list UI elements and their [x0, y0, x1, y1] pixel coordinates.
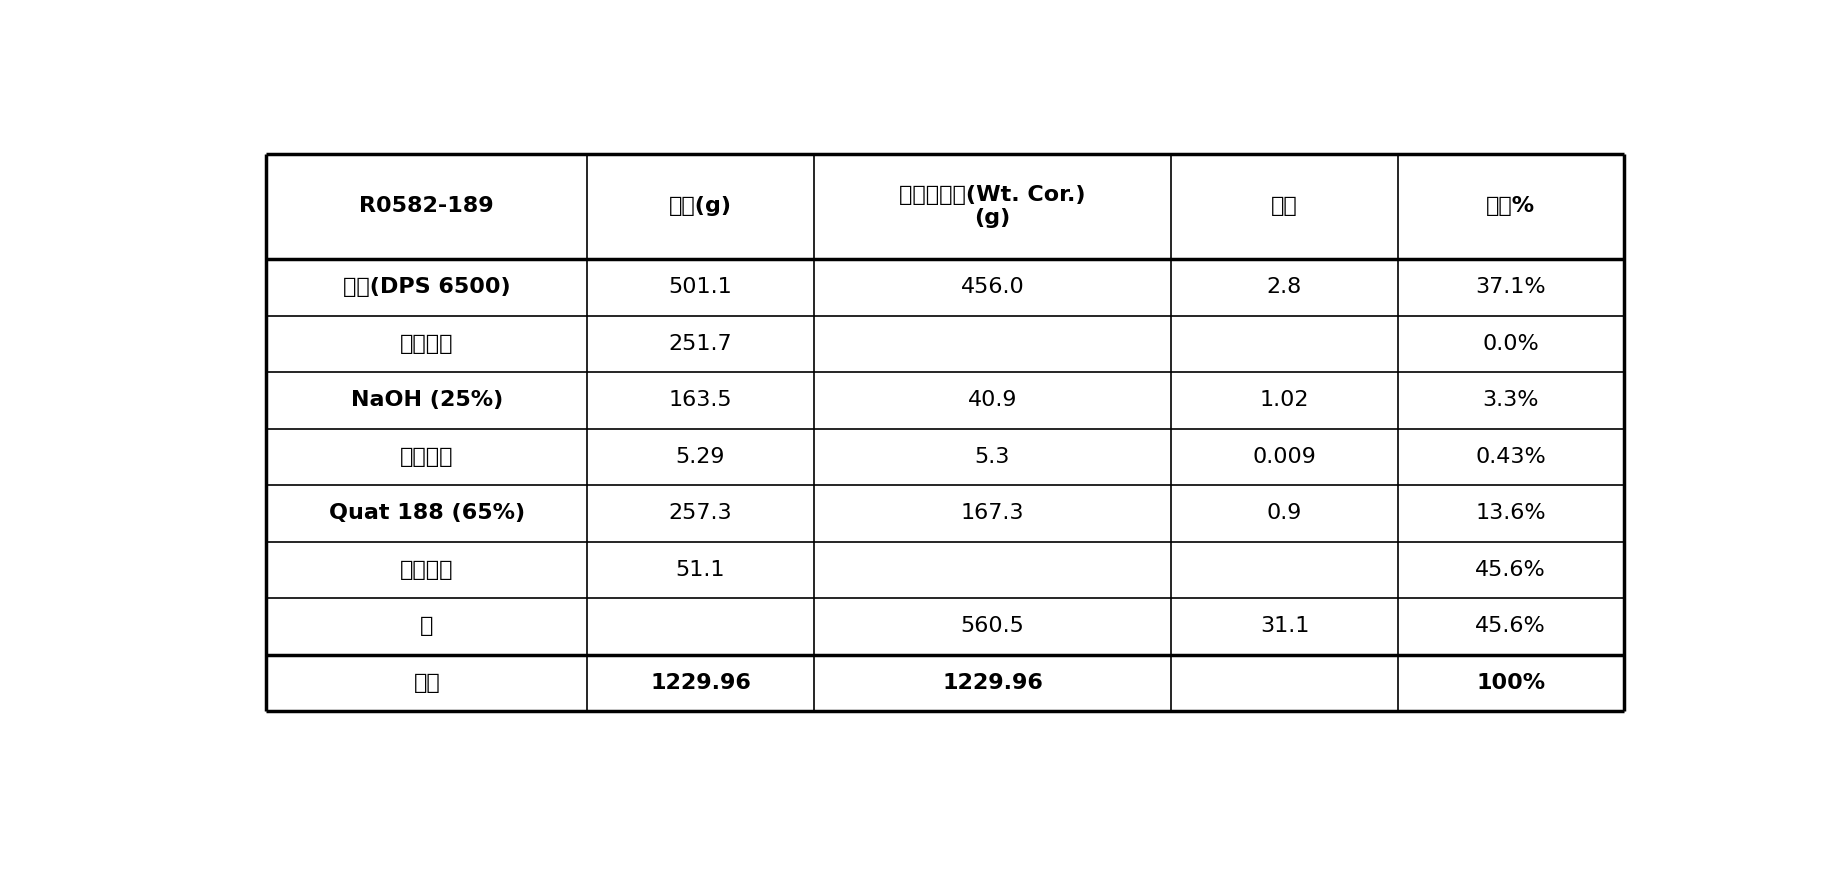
Text: 5.3: 5.3 [975, 447, 1011, 467]
Text: 31.1: 31.1 [1259, 616, 1309, 636]
Text: 40.9: 40.9 [968, 391, 1018, 410]
Text: 对应的重量(Wt. Cor.)
(g): 对应的重量(Wt. Cor.) (g) [900, 185, 1086, 228]
Text: 45.6%: 45.6% [1475, 560, 1545, 580]
Text: 1229.96: 1229.96 [942, 673, 1044, 693]
Text: 柠檬酸钙: 柠檬酸钙 [400, 447, 454, 467]
Text: 560.5: 560.5 [961, 616, 1025, 636]
Text: 摩尔: 摩尔 [1271, 196, 1298, 217]
Text: 5.29: 5.29 [675, 447, 725, 467]
Text: 2.8: 2.8 [1267, 278, 1302, 298]
Text: 51.1: 51.1 [675, 560, 725, 580]
Text: 去离子水: 去离子水 [400, 334, 454, 354]
Text: 13.6%: 13.6% [1475, 504, 1545, 523]
Text: 重量(g): 重量(g) [669, 196, 732, 217]
Text: 0.009: 0.009 [1252, 447, 1317, 467]
Text: 0.43%: 0.43% [1475, 447, 1545, 467]
Text: 456.0: 456.0 [961, 278, 1025, 298]
Text: 0.0%: 0.0% [1483, 334, 1540, 354]
Text: 重量%: 重量% [1486, 196, 1536, 217]
Text: 501.1: 501.1 [669, 278, 732, 298]
Text: NaOH (25%): NaOH (25%) [350, 391, 503, 410]
Text: Quat 188 (65%): Quat 188 (65%) [328, 504, 526, 523]
Text: 251.7: 251.7 [669, 334, 732, 354]
Text: R0582-189: R0582-189 [360, 196, 494, 217]
Text: 1.02: 1.02 [1259, 391, 1309, 410]
Text: 去离子水: 去离子水 [400, 560, 454, 580]
Text: 37.1%: 37.1% [1475, 278, 1545, 298]
Text: 167.3: 167.3 [961, 504, 1023, 523]
Text: 豆片(DPS 6500): 豆片(DPS 6500) [343, 278, 511, 298]
Text: 水: 水 [420, 616, 433, 636]
Text: 总计: 总计 [413, 673, 441, 693]
Text: 3.3%: 3.3% [1483, 391, 1540, 410]
Text: 1229.96: 1229.96 [651, 673, 751, 693]
Text: 100%: 100% [1477, 673, 1545, 693]
Text: 163.5: 163.5 [669, 391, 732, 410]
Text: 257.3: 257.3 [669, 504, 732, 523]
Text: 45.6%: 45.6% [1475, 616, 1545, 636]
Text: 0.9: 0.9 [1267, 504, 1302, 523]
